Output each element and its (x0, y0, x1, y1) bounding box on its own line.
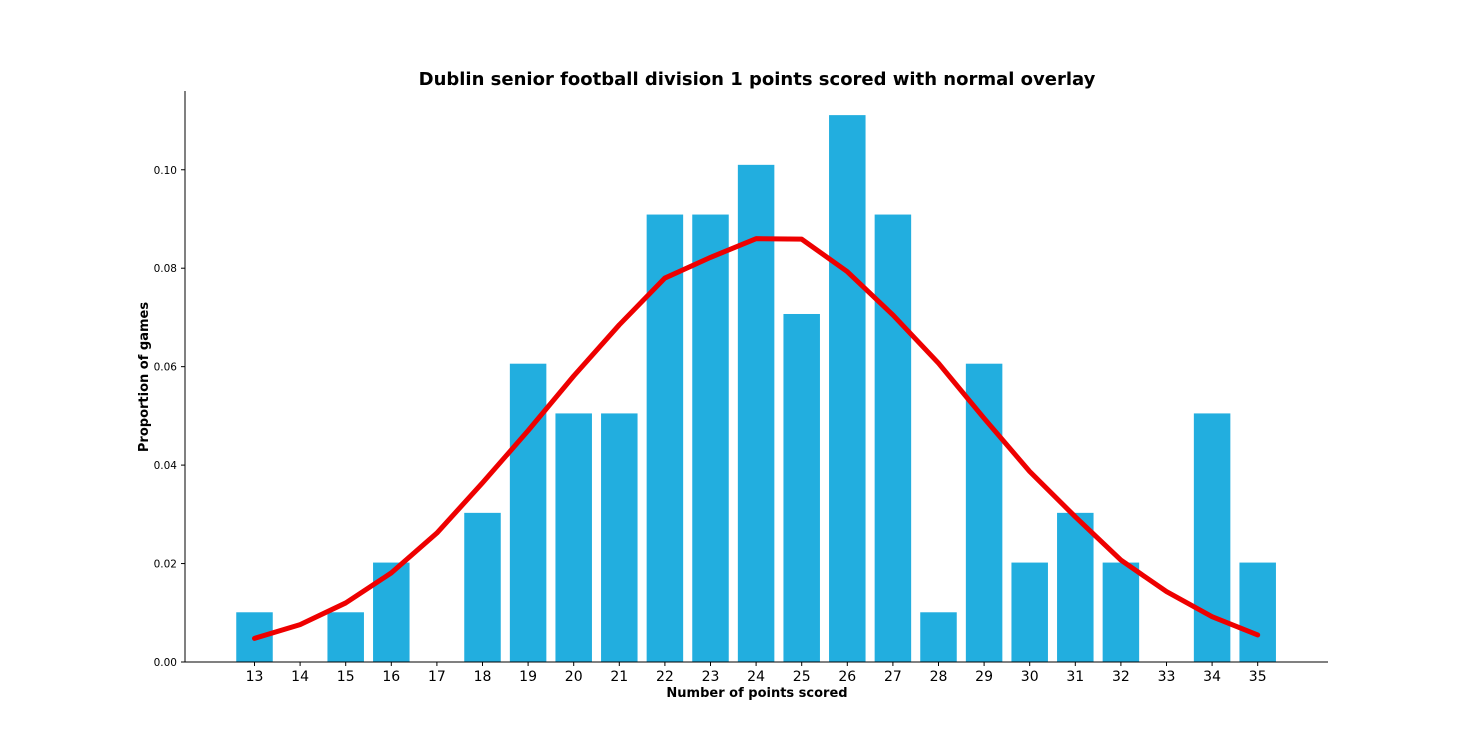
x-axis-label: Number of points scored (666, 686, 847, 701)
x-tick-label-19: 19 (519, 669, 537, 685)
y-tick-label-1: 0.02 (154, 559, 177, 571)
x-tick-label-21: 21 (610, 669, 628, 685)
y-tick-label-0: 0.00 (154, 657, 177, 669)
bar-16 (373, 562, 410, 662)
bar-34 (1193, 413, 1231, 662)
bar-18 (464, 512, 501, 662)
x-tick-label-13: 13 (246, 669, 264, 685)
y-tick-label-3: 0.06 (154, 362, 178, 374)
x-tick-label-27: 27 (884, 669, 902, 685)
bar-25 (783, 313, 820, 662)
bar-23 (692, 214, 729, 663)
x-tick-label-16: 16 (382, 669, 400, 685)
overlay-line-layer (252, 236, 1261, 641)
x-tick-label-28: 28 (930, 669, 948, 685)
bar-35 (1239, 562, 1276, 662)
bar-31 (1057, 512, 1094, 662)
bar-26 (829, 115, 866, 663)
x-tick-label-30: 30 (1021, 669, 1039, 685)
x-tick-label-25: 25 (793, 669, 811, 685)
normal-overlay-line (252, 236, 1261, 641)
y-ticks: 0.00 0.02 0.04 0.06 0.08 0.10 (154, 165, 185, 669)
bar-20 (555, 413, 592, 662)
bar-32 (1102, 562, 1140, 662)
x-tick-label-18: 18 (474, 669, 492, 685)
bar-21 (601, 413, 638, 662)
y-tick-label-2: 0.04 (154, 460, 178, 472)
bar-24 (737, 164, 775, 662)
x-tick-label-29: 29 (975, 669, 993, 685)
x-tick-label-22: 22 (656, 669, 674, 685)
x-tick-label-34: 34 (1203, 669, 1221, 685)
bar-27 (874, 214, 912, 663)
x-tick-label-26: 26 (838, 669, 856, 685)
x-tick-label-32: 32 (1112, 669, 1130, 685)
bar-30 (1011, 562, 1048, 662)
bar-29 (965, 363, 1003, 662)
x-tick-label-35: 35 (1249, 669, 1267, 685)
x-tick-label-33: 33 (1158, 669, 1176, 685)
y-tick-label-4: 0.08 (154, 263, 177, 275)
bars-layer (236, 115, 1276, 663)
x-tick-label-31: 31 (1066, 669, 1084, 685)
chart-title: Dublin senior football division 1 points… (419, 69, 1096, 90)
x-tick-label-17: 17 (428, 669, 446, 685)
x-ticks: 13 14 15 16 17 18 19 20 21 22 23 24 25 26 27 28 29 30 31 32… (246, 662, 1267, 685)
x-tick-label-23: 23 (702, 669, 720, 685)
x-tick-label-14: 14 (291, 669, 309, 685)
bar-22 (646, 214, 684, 663)
x-tick-label-20: 20 (565, 669, 583, 685)
bar-15 (327, 612, 364, 662)
bar-28 (920, 612, 957, 662)
y-axis-label: Proportion of games (137, 302, 152, 452)
x-tick-label-24: 24 (747, 669, 765, 685)
bar-19 (509, 363, 547, 662)
x-tick-label-15: 15 (337, 669, 355, 685)
y-tick-label-5: 0.10 (154, 165, 177, 177)
